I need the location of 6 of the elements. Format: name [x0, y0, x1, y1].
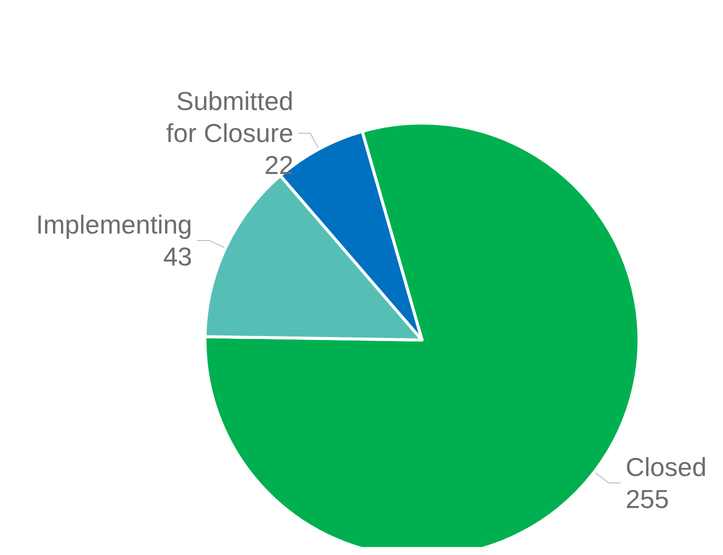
data-label: 255: [626, 484, 669, 514]
data-label: 22: [264, 150, 294, 180]
slice-label: Implementing: [36, 209, 192, 240]
slice-label: Closed: [626, 452, 707, 482]
data-label: 43: [163, 241, 192, 272]
slice-label: Submitted for Closure: [166, 86, 294, 148]
